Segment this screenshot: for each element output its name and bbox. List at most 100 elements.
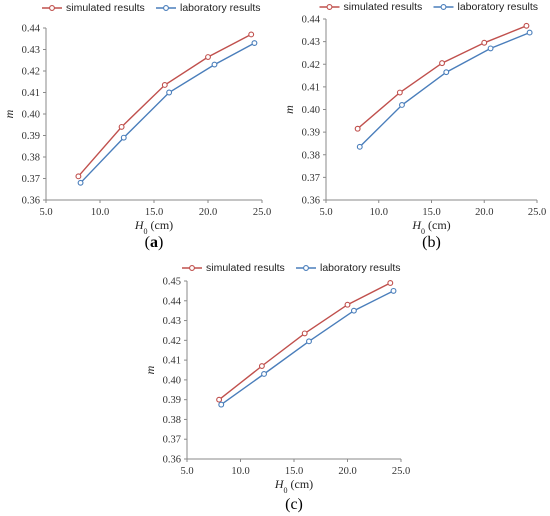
x-axis-label: H0 (cm) (134, 218, 173, 236)
chart-a: 0.36 0.37 0.38 0.39 0.40 0.41 0.42 0.43 0.44 5.0 1… (2, 2, 271, 251)
y-tick-label: 0.44 (302, 15, 321, 26)
x-tick-label: 5.0 (39, 207, 52, 218)
data-point-simulated (344, 301, 351, 308)
y-tick-label: 0.37 (163, 435, 181, 446)
x-tick-label: 10.0 (231, 466, 249, 477)
x-tick-label: 20.0 (338, 466, 356, 477)
series-line-laboratory (80, 42, 255, 184)
data-point-simulated (439, 60, 445, 67)
x-axis-label: H0 (cm) (274, 477, 313, 495)
chart-c: 0.36 0.37 0.38 0.39 0.40 0.41 0.42 0.43 0.44 0.45… (143, 262, 410, 513)
legend-label: simulated results (344, 1, 423, 13)
data-point-laboratory (251, 40, 258, 46)
data-point-laboratory (120, 134, 127, 141)
legend-label: laboratory results (180, 2, 261, 14)
data-point-laboratory (399, 102, 405, 108)
series-line-simulated (357, 25, 527, 130)
data-point-simulated (161, 82, 168, 88)
data-point-simulated (248, 31, 255, 38)
series-line-laboratory (220, 290, 394, 406)
data-point-simulated (523, 22, 530, 29)
data-point-simulated (75, 173, 82, 180)
series-line-simulated (218, 282, 391, 401)
y-tick-label: 0.38 (22, 153, 40, 164)
y-tick-label: 0.39 (302, 128, 320, 139)
y-tick-label: 0.43 (22, 45, 40, 56)
y-tick-label: 0.44 (163, 296, 182, 307)
y-axis-label: m (282, 105, 296, 114)
series-line-laboratory (359, 31, 530, 148)
legend-swatch-marker (163, 5, 169, 11)
data-point-simulated (216, 396, 223, 403)
y-tick-label: 0.36 (22, 196, 40, 207)
data-point-simulated (205, 54, 211, 60)
y-tick-label: 0.43 (302, 37, 320, 48)
data-point-laboratory (350, 307, 357, 314)
x-tick-label: 15.0 (285, 466, 303, 477)
y-tick-label: 0.38 (302, 150, 320, 161)
y-tick-label: 0.44 (22, 24, 41, 35)
y-tick-label: 0.36 (302, 196, 320, 207)
x-tick-label: 10.0 (91, 207, 109, 218)
x-tick-label: 5.0 (319, 207, 332, 218)
panel-label: (c) (285, 496, 303, 513)
y-tick-label: 0.43 (163, 316, 181, 327)
data-point-laboratory (77, 179, 84, 186)
y-axis-label: m (143, 365, 157, 374)
data-point-laboratory (356, 143, 363, 150)
x-tick-label: 20.0 (199, 207, 217, 218)
data-point-laboratory (211, 61, 218, 68)
y-tick-label: 0.40 (302, 105, 320, 116)
x-tick-label: 25.0 (392, 466, 410, 477)
y-tick-label: 0.42 (22, 67, 40, 78)
x-tick-label: 15.0 (422, 207, 440, 218)
y-tick-label: 0.39 (22, 131, 40, 142)
data-point-laboratory (261, 371, 267, 377)
y-tick-label: 0.40 (163, 375, 181, 386)
x-tick-label: 15.0 (145, 207, 163, 218)
legend: simulated results laboratory results (182, 262, 401, 274)
panel-label: (b) (422, 234, 441, 251)
x-tick-label: 25.0 (528, 207, 546, 218)
y-tick-label: 0.38 (163, 415, 181, 426)
x-axis-label: H0 (cm) (411, 218, 450, 236)
data-point-laboratory (443, 69, 450, 76)
data-point-laboratory (390, 287, 397, 294)
y-tick-label: 0.40 (22, 110, 40, 121)
y-tick-label: 0.37 (22, 174, 40, 185)
data-point-laboratory (166, 89, 173, 96)
y-tick-label: 0.37 (302, 173, 320, 184)
data-point-laboratory (526, 29, 533, 36)
data-point-laboratory (487, 45, 494, 52)
y-tick-label: 0.41 (22, 88, 40, 99)
x-tick-label: 25.0 (253, 207, 271, 218)
data-point-simulated (481, 39, 488, 46)
data-point-simulated (354, 125, 361, 132)
data-point-laboratory (218, 401, 225, 408)
x-tick-label: 20.0 (475, 207, 493, 218)
data-point-simulated (301, 330, 308, 337)
chart-b: 0.36 0.37 0.38 0.39 0.40 0.41 0.42 0.43 0.44 5.0 1… (282, 1, 546, 251)
legend-swatch-marker (303, 265, 309, 271)
series-line-simulated (77, 33, 252, 177)
legend-swatch-marker (189, 265, 195, 271)
data-point-simulated (396, 89, 403, 96)
legend-label: laboratory results (320, 262, 401, 274)
data-point-simulated (118, 123, 125, 130)
y-tick-label: 0.39 (163, 395, 181, 406)
y-tick-label: 0.36 (163, 455, 181, 466)
y-tick-label: 0.42 (163, 336, 181, 347)
legend: simulated results laboratory results (42, 2, 261, 14)
panel-label: (a) (145, 234, 164, 251)
legend-swatch-marker (326, 4, 333, 10)
legend-swatch-marker (440, 4, 447, 10)
legend-swatch-marker (49, 5, 55, 11)
legend-label: simulated results (206, 262, 285, 274)
data-point-simulated (258, 363, 265, 369)
data-point-laboratory (306, 338, 312, 345)
y-tick-label: 0.41 (302, 82, 320, 93)
legend-label: laboratory results (458, 1, 539, 13)
y-tick-label: 0.41 (163, 356, 181, 367)
x-tick-label: 5.0 (180, 466, 193, 477)
x-tick-label: 10.0 (370, 207, 388, 218)
